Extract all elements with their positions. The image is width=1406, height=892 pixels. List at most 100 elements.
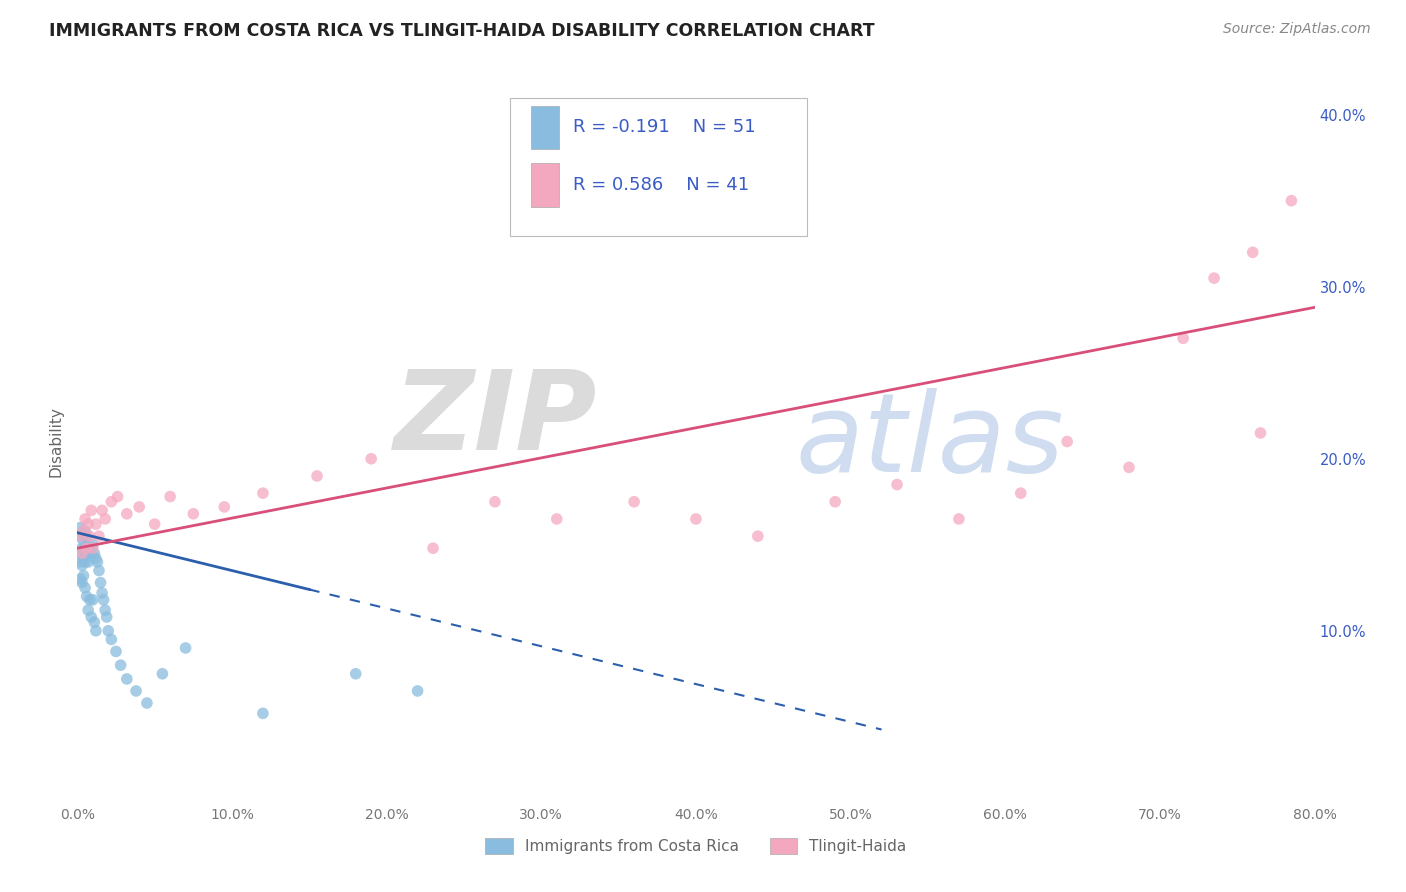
Point (1056, 434, 1078, 449)
Point (82, 538, 104, 552)
Point (77, 603, 100, 617)
Point (94, 512, 117, 526)
Point (174, 640, 197, 655)
Point (307, 469, 329, 483)
Point (107, 490, 129, 504)
Point (70, 575, 93, 590)
Point (159, 490, 181, 504)
Point (747, 529, 769, 543)
Point (484, 494, 506, 508)
Point (75, 512, 96, 526)
Point (80, 546, 103, 560)
Point (83, 546, 105, 560)
Point (69, 572, 91, 586)
Text: IMMIGRANTS FROM COSTA RICA VS TLINGIT-HAIDA DISABILITY CORRELATION CHART: IMMIGRANTS FROM COSTA RICA VS TLINGIT-HA… (49, 22, 875, 40)
Point (84, 624, 107, 638)
Point (360, 451, 382, 466)
Point (70, 529, 93, 543)
Point (79, 529, 101, 543)
Point (344, 666, 367, 681)
Point (80, 610, 103, 624)
Point (886, 477, 908, 491)
Point (1173, 331, 1195, 345)
Point (91, 586, 114, 600)
Point (93, 592, 115, 607)
Point (69, 529, 91, 543)
Point (152, 666, 174, 681)
Point (1241, 245, 1264, 260)
Point (1281, 194, 1303, 208)
Point (77, 517, 100, 532)
Point (252, 486, 274, 500)
Point (72, 534, 94, 549)
Point (70, 546, 93, 560)
Text: atlas: atlas (794, 388, 1063, 495)
Point (75, 555, 96, 569)
Point (94, 603, 117, 617)
Point (214, 500, 236, 514)
Point (125, 684, 148, 698)
Point (69, 520, 91, 534)
Bar (531, 163, 558, 207)
Point (86, 555, 108, 569)
Point (82, 592, 104, 607)
Point (1010, 486, 1032, 500)
Point (79, 541, 101, 556)
Y-axis label: Disability: Disability (48, 406, 63, 477)
Point (110, 658, 132, 673)
Point (72, 568, 94, 582)
Point (824, 494, 846, 508)
Point (79, 592, 101, 607)
Point (406, 684, 429, 698)
Point (100, 494, 122, 508)
Point (67, 529, 90, 543)
Point (115, 507, 138, 521)
Point (70, 541, 93, 556)
Bar (531, 105, 558, 149)
Point (75, 524, 96, 538)
Text: R = 0.586    N = 41: R = 0.586 N = 41 (574, 176, 749, 194)
Point (546, 512, 568, 526)
Point (69, 555, 91, 569)
Point (136, 696, 159, 710)
Point (87, 529, 110, 543)
Point (84, 517, 107, 532)
Point (67, 546, 90, 560)
FancyBboxPatch shape (510, 98, 807, 235)
Point (83, 615, 105, 630)
Point (128, 500, 150, 514)
Point (77, 555, 100, 569)
Point (685, 512, 707, 526)
Point (1204, 271, 1226, 285)
Point (183, 507, 205, 521)
Legend: Immigrants from Costa Rica, Tlingit-Haida: Immigrants from Costa Rica, Tlingit-Haid… (479, 832, 912, 860)
Point (1118, 460, 1140, 475)
Point (76, 590, 98, 604)
Point (84, 551, 107, 566)
Point (948, 512, 970, 526)
Text: R = -0.191    N = 51: R = -0.191 N = 51 (574, 119, 756, 136)
Point (97, 624, 120, 638)
Point (115, 672, 138, 686)
Point (422, 541, 444, 556)
Point (82, 541, 104, 556)
Point (87, 564, 110, 578)
Point (76, 546, 98, 560)
Point (75, 581, 96, 595)
Point (1250, 425, 1272, 440)
Point (623, 494, 645, 508)
Point (143, 517, 166, 532)
Point (76, 529, 98, 543)
Point (72, 551, 94, 566)
Point (105, 644, 127, 658)
Point (96, 610, 118, 624)
Point (80, 503, 103, 517)
Point (77, 538, 100, 552)
Point (72, 524, 94, 538)
Text: Source: ZipAtlas.com: Source: ZipAtlas.com (1223, 22, 1371, 37)
Text: ZIP: ZIP (394, 367, 598, 474)
Point (76, 541, 98, 556)
Point (100, 632, 122, 647)
Point (70, 558, 93, 573)
Point (91, 503, 114, 517)
